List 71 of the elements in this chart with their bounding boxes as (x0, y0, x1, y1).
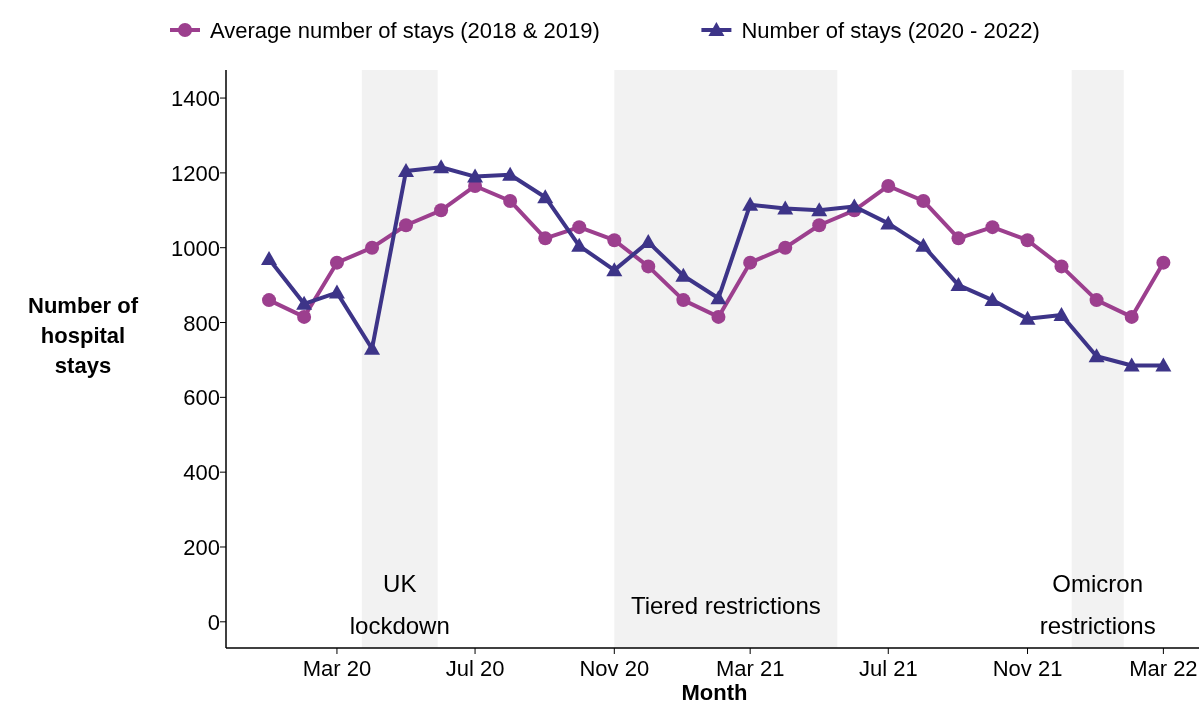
point (329, 255, 344, 270)
point (951, 231, 966, 246)
band-label: Omicron restrictions (1039, 570, 1156, 639)
point (676, 293, 691, 308)
point (467, 168, 484, 183)
point (811, 202, 828, 217)
y-tick-label: 800 (183, 310, 220, 336)
point (950, 277, 967, 292)
point (537, 189, 554, 204)
x-axis-title: Month (681, 680, 748, 702)
point (985, 220, 1000, 235)
point (606, 262, 623, 277)
point (984, 292, 1001, 307)
point (296, 295, 313, 310)
band-label: Tiered restrictions (630, 592, 821, 619)
point (538, 231, 553, 246)
y-tick-label: 1000 (171, 235, 220, 261)
point (777, 200, 794, 215)
y-tick-label: 200 (183, 534, 220, 560)
x-tick-label: Mar 21 (715, 656, 785, 681)
y-tick-label: 600 (183, 385, 220, 411)
point (711, 309, 726, 324)
point (1053, 307, 1070, 322)
point (1019, 310, 1036, 325)
point (1124, 309, 1139, 324)
point (915, 237, 932, 252)
x-tick-label: Jul 21 (858, 656, 918, 681)
point (916, 193, 931, 208)
point (364, 340, 381, 355)
y-tick-label: 400 (183, 460, 220, 486)
point (572, 220, 587, 235)
legend-label: Average number of stays (2018 & 2019) (210, 18, 600, 43)
point (812, 218, 827, 233)
point (778, 240, 793, 255)
point (607, 233, 622, 248)
point (1020, 233, 1035, 248)
point (262, 293, 277, 308)
point (1123, 357, 1140, 372)
x-tick-label: Jul 20 (445, 656, 505, 681)
legend-label: Number of stays (2020 - 2022) (741, 18, 1040, 43)
point (1156, 255, 1171, 270)
point (328, 284, 345, 299)
point (742, 196, 759, 211)
point (641, 259, 656, 274)
point (399, 218, 413, 233)
x-tick-label: Nov 21 (992, 656, 1063, 681)
point (880, 215, 897, 230)
point (1054, 259, 1069, 274)
y-axis-title: Number of hospital stays (28, 293, 139, 378)
point (1155, 357, 1172, 372)
point (297, 309, 312, 324)
point (434, 203, 449, 218)
point (743, 255, 758, 270)
point (503, 193, 518, 208)
band-label: UK lockdown (349, 570, 450, 639)
point (1089, 293, 1104, 308)
point (846, 198, 863, 213)
point (710, 290, 727, 305)
y-tick-label: 0 (207, 609, 220, 635)
x-tick-label: Mar 22 (1129, 656, 1198, 681)
point (433, 159, 450, 174)
x-tick-label: Mar 20 (302, 656, 372, 681)
point (365, 240, 380, 255)
point (398, 163, 414, 178)
y-tick-label: 1200 (171, 160, 220, 186)
point (640, 234, 657, 249)
point (881, 178, 896, 193)
point (261, 250, 278, 265)
y-tick-label: 1400 (171, 86, 220, 112)
x-tick-label: Nov 20 (579, 656, 650, 681)
point (1088, 348, 1105, 363)
